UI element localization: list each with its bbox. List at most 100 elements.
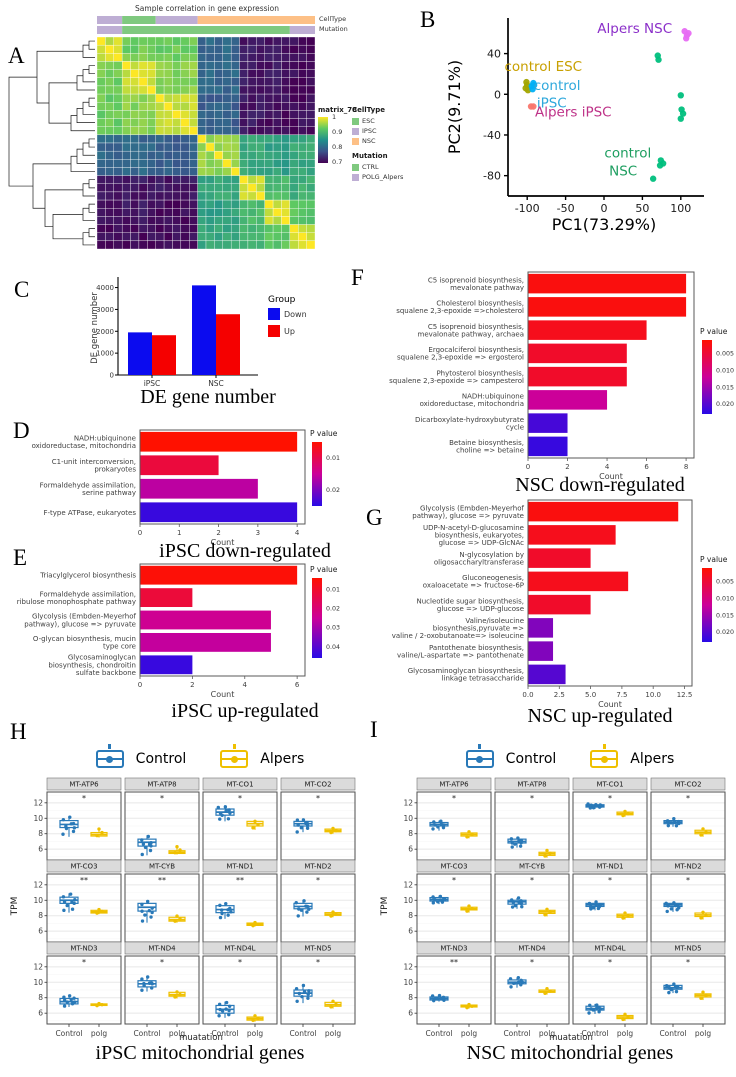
heatmap-cells [96, 36, 316, 250]
svg-text:Cholesterol biosynthesis,: Cholesterol biosynthesis, [436, 300, 524, 308]
svg-text:Alpers NSC: Alpers NSC [597, 21, 672, 37]
svg-text:MT-ND4: MT-ND4 [518, 945, 546, 953]
legend-label: IPSC [362, 127, 377, 135]
facet-MT-ND5: MT-ND5 * Control polg [650, 941, 726, 1038]
svg-text:N-glycosylation by: N-glycosylation by [459, 551, 524, 559]
svg-text:3000: 3000 [96, 306, 114, 314]
svg-text:*: * [608, 958, 612, 967]
svg-text:0.03: 0.03 [326, 625, 340, 632]
svg-text:Glycosaminoglycan: Glycosaminoglycan [68, 654, 136, 662]
boxplot-legend-i: Control Alpers [415, 744, 725, 772]
svg-text:*: * [238, 794, 242, 803]
legend-label-control: Control [505, 751, 557, 767]
svg-text:DE gene number: DE gene number [90, 292, 100, 364]
svg-text:valine / 2-oxobutanoate=> isol: valine / 2-oxobutanoate=> isoleucine [392, 632, 524, 640]
pathway-labels: C5 isoprenoid biosynthesis,mevalonate pa… [389, 276, 524, 454]
svg-text:control: control [604, 145, 651, 161]
pathway-bars [528, 273, 687, 457]
caption-ipsc-up: iPSC up-regulated [171, 700, 319, 722]
svg-text:100: 100 [670, 202, 691, 215]
svg-text:polg: polg [617, 1029, 633, 1038]
svg-text:polg: polg [325, 1029, 341, 1038]
svg-text:choline => betaine: choline => betaine [456, 447, 524, 455]
facet-MT-ATP6: MT-ATP6 * 6 8 10 12 [403, 777, 492, 861]
facet-MT-CO1: MT-CO1 * [202, 777, 278, 861]
svg-text:0: 0 [138, 529, 142, 537]
svg-text:**: ** [450, 958, 458, 967]
svg-text:control: control [534, 78, 581, 94]
legend-label: ESC [362, 117, 375, 125]
ipsc-boxplot-grid: MT-ATP6*681012MT-ATP8*MT-CO1*MT-CO2*MT-C… [10, 777, 356, 1043]
esc-swatch [352, 117, 359, 125]
svg-text:8: 8 [38, 911, 43, 920]
panel-label-e: E [13, 545, 28, 570]
svg-text:5.0: 5.0 [585, 691, 596, 699]
facet-MT-CYB: MT-CYB * [494, 859, 570, 943]
legend-item-ipsc: IPSC [352, 127, 403, 135]
svg-text:50: 50 [635, 202, 649, 215]
boxplot-glyph-alpers [590, 744, 619, 768]
svg-text:polg: polg [91, 1029, 107, 1038]
ctrl-swatch [352, 163, 359, 171]
panel-label-f: F [351, 265, 364, 290]
svg-text:6: 6 [408, 845, 413, 854]
svg-text:*: * [316, 876, 320, 885]
svg-text:polg: polg [461, 1029, 477, 1038]
svg-text:serine pathway: serine pathway [82, 489, 136, 497]
svg-text:Control: Control [133, 1029, 160, 1038]
svg-text:8: 8 [684, 463, 688, 471]
svg-text:0.010: 0.010 [716, 595, 734, 602]
svg-text:mevalonate pathway: mevalonate pathway [450, 284, 524, 292]
svg-text:oxidoreductase, mitochondria: oxidoreductase, mitochondria [420, 400, 524, 408]
svg-text:pathway), glucose => pyruvate: pathway), glucose => pyruvate [24, 620, 136, 628]
svg-text:Formaldehyde assimilation,: Formaldehyde assimilation, [40, 590, 136, 598]
svg-text:biosynthesis,pyruvate =>: biosynthesis,pyruvate => [433, 624, 524, 632]
caption-de-gene-number: DE gene number [140, 386, 276, 408]
whisker [108, 744, 111, 749]
caption-nsc-up: NSC up-regulated [527, 705, 673, 727]
svg-text:1: 1 [177, 529, 181, 537]
panel-label-c: C [14, 277, 30, 302]
svg-text:0.04: 0.04 [326, 644, 340, 651]
svg-text:0.005: 0.005 [716, 579, 734, 586]
pvalue-legend: P value 0.01 0.02 0.03 0.04 [310, 565, 340, 658]
svg-text:-50: -50 [557, 202, 575, 215]
svg-text:MT-CO1: MT-CO1 [226, 781, 253, 789]
caption-nsc-down: NSC down-regulated [515, 474, 685, 496]
heatmap-legends: matrix_78 1 0.9 0.8 0.7 CellType ESC IPS… [318, 106, 428, 201]
svg-text:glucose => UDP-glucose: glucose => UDP-glucose [437, 605, 524, 613]
svg-text:10: 10 [33, 978, 43, 987]
svg-text:polg: polg [695, 1029, 711, 1038]
svg-text:polg: polg [169, 1029, 185, 1038]
svg-text:*: * [686, 958, 690, 967]
whisker [233, 744, 236, 749]
svg-text:*: * [452, 876, 456, 885]
matrix-legend-title: matrix_78 [318, 106, 357, 114]
svg-text:Betaine biosynthesis,: Betaine biosynthesis, [449, 439, 524, 447]
svg-text:Dicarboxylate-hydroxybutyrate: Dicarboxylate-hydroxybutyrate [415, 416, 524, 424]
svg-text:UDP-N-acetyl-D-glucosamine: UDP-N-acetyl-D-glucosamine [423, 524, 524, 532]
svg-text:oligosaccharyltransferase: oligosaccharyltransferase [434, 558, 524, 566]
svg-text:iPSC: iPSC [537, 95, 567, 111]
facet-MT-ND4L: MT-ND4L * Control polg [202, 941, 278, 1038]
svg-text:0: 0 [110, 372, 114, 380]
svg-text:MT-CYB: MT-CYB [149, 863, 175, 871]
svg-text:glucose => UDP-GlcNAc: glucose => UDP-GlcNAc [439, 539, 525, 547]
svg-text:2000: 2000 [96, 328, 114, 336]
svg-text:Control: Control [425, 1029, 452, 1038]
legend-label: CTRL [362, 163, 379, 171]
pathway-bars [140, 565, 298, 675]
svg-text:2: 2 [565, 463, 569, 471]
pca-points [522, 28, 692, 182]
legend-label-control: Control [135, 751, 187, 767]
facet-MT-CO2: MT-CO2 * [280, 777, 356, 861]
boxplot-glyph-control [95, 744, 124, 768]
svg-text:P value: P value [700, 555, 728, 564]
svg-text:12: 12 [33, 880, 43, 889]
facet-MT-CO2: MT-CO2 * [650, 777, 726, 861]
svg-text:Alpers iPSC: Alpers iPSC [535, 105, 612, 121]
svg-text:Formaldehyde assimilation,: Formaldehyde assimilation, [40, 481, 136, 489]
svg-text:NADH:ubiquinone: NADH:ubiquinone [74, 434, 136, 442]
